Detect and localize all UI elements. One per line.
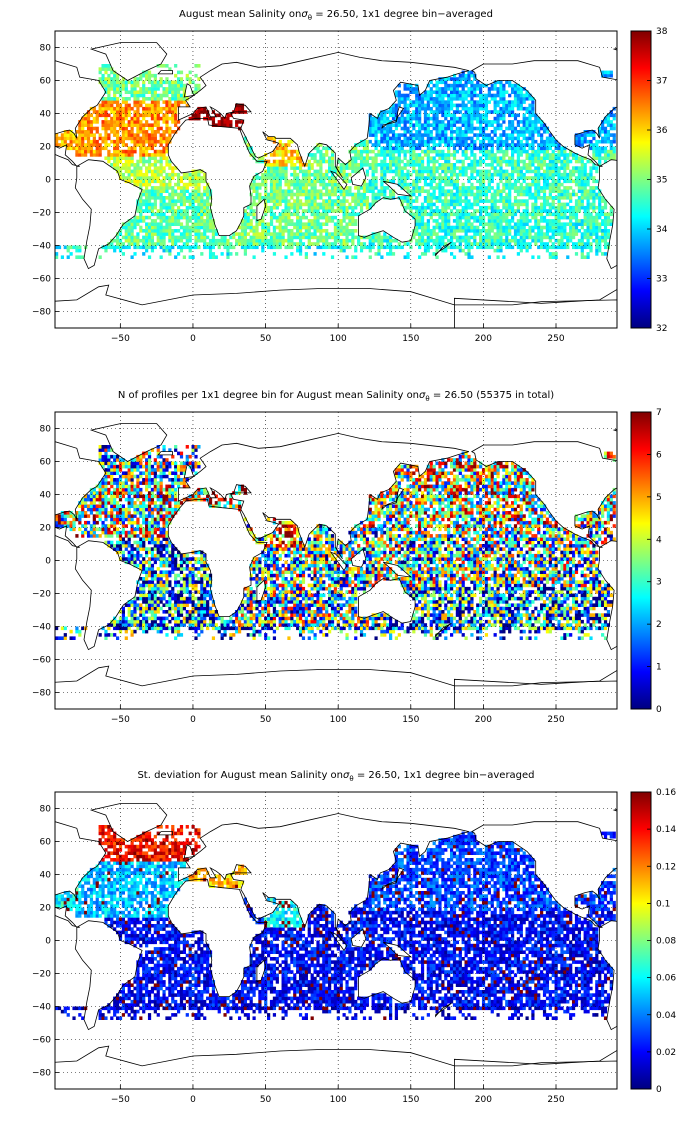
data-cells (55, 825, 616, 1020)
y-tick-label: −60 (32, 1036, 51, 1046)
colorbar-tick-label: 34 (656, 225, 668, 235)
colorbar-tick-label: 7 (656, 408, 662, 418)
x-tick-label: 150 (402, 334, 419, 344)
coastlines (55, 803, 617, 1089)
x-tick-label: 100 (330, 334, 347, 344)
x-tick-label: 0 (190, 1095, 196, 1105)
colorbar-tick-label: 0.14 (656, 825, 676, 835)
y-tick-label: 80 (40, 44, 52, 54)
y-tick-label: −80 (32, 689, 51, 699)
colorbar-tick-label: 1 (656, 663, 662, 673)
y-tick-label: −40 (32, 623, 51, 633)
data-cells (55, 445, 616, 640)
x-tick-label: 50 (260, 334, 272, 344)
y-tick-label: −40 (32, 1003, 51, 1013)
data-cells (55, 64, 616, 259)
colorbar-tick-label: 0.06 (656, 974, 676, 984)
x-tick-label: 250 (547, 334, 564, 344)
colorbar-tick-label: 0.08 (656, 937, 676, 947)
colorbar-tick-label: 0 (656, 1085, 662, 1095)
colorbar-tick-label: 3 (656, 578, 662, 588)
colorbar-tick-label: 33 (656, 275, 667, 285)
colorbar (630, 411, 652, 710)
y-tick-label: −20 (32, 209, 51, 219)
chart-title: N of profiles per 1x1 degree bin for Aug… (118, 390, 554, 403)
colorbar-tick-label: 0.02 (656, 1048, 676, 1058)
colorbar-tick-label: 35 (656, 176, 667, 186)
y-tick-label: 0 (45, 937, 51, 947)
plot-frame (54, 30, 618, 329)
x-tick-label: −50 (111, 334, 130, 344)
colorbar-tick-label: 0 (656, 705, 662, 715)
y-tick-label: 20 (40, 524, 52, 534)
y-tick-label: 0 (45, 176, 51, 186)
x-tick-label: 200 (475, 715, 492, 725)
colorbar-tick-label: 36 (656, 126, 668, 136)
x-tick-label: 150 (402, 1095, 419, 1105)
plot-frame (54, 791, 618, 1090)
coastlines (55, 42, 617, 328)
y-tick-label: −20 (32, 970, 51, 980)
colorbar-tick-label: 32 (656, 324, 667, 334)
x-tick-label: 0 (190, 715, 196, 725)
x-tick-label: 200 (475, 334, 492, 344)
y-tick-label: −80 (32, 1069, 51, 1079)
grid (55, 412, 617, 709)
colorbar-tick-label: 5 (656, 493, 662, 503)
colorbar-tick-label: 38 (656, 27, 668, 37)
y-tick-label: −60 (32, 656, 51, 666)
colorbar-tick-label: 6 (656, 450, 662, 460)
x-tick-label: 50 (260, 1095, 272, 1105)
y-tick-label: 80 (40, 805, 52, 815)
y-tick-label: 60 (40, 458, 52, 468)
y-tick-label: 60 (40, 838, 52, 848)
y-tick-label: 40 (40, 491, 52, 501)
x-tick-label: 50 (260, 715, 272, 725)
y-tick-label: 40 (40, 871, 52, 881)
y-tick-label: 0 (45, 557, 51, 567)
chart-title: August mean Salinity onσθ = 26.50, 1x1 d… (179, 9, 493, 22)
y-tick-label: 20 (40, 904, 52, 914)
x-tick-label: 100 (330, 715, 347, 725)
colorbar-tick-label: 0.12 (656, 862, 676, 872)
x-tick-label: 0 (190, 334, 196, 344)
y-tick-label: −40 (32, 242, 51, 252)
x-tick-label: 250 (547, 715, 564, 725)
grid (55, 31, 617, 328)
panel-3: St. deviation for August mean Salinity o… (32, 770, 676, 1105)
x-tick-label: 100 (330, 1095, 347, 1105)
colorbar-tick-label: 2 (656, 620, 662, 630)
x-tick-label: 250 (547, 1095, 564, 1105)
colorbar-tick-label: 0.04 (656, 1011, 676, 1021)
y-tick-label: −60 (32, 275, 51, 285)
coastlines (55, 423, 617, 709)
x-tick-label: 200 (475, 1095, 492, 1105)
plot-frame (54, 411, 618, 710)
panel-1: August mean Salinity onσθ = 26.50, 1x1 d… (32, 9, 668, 344)
x-tick-label: −50 (111, 1095, 130, 1105)
y-tick-label: 20 (40, 143, 52, 153)
y-tick-label: −20 (32, 590, 51, 600)
x-tick-label: −50 (111, 715, 130, 725)
chart-title: St. deviation for August mean Salinity o… (137, 770, 534, 783)
y-tick-label: 60 (40, 77, 52, 87)
x-tick-label: 150 (402, 715, 419, 725)
colorbar-tick-label: 37 (656, 77, 667, 87)
y-tick-label: −80 (32, 308, 51, 318)
grid (55, 792, 617, 1089)
y-tick-label: 80 (40, 425, 52, 435)
y-tick-label: 40 (40, 110, 52, 120)
panel-2: N of profiles per 1x1 degree bin for Aug… (32, 390, 662, 725)
colorbar-tick-label: 0.16 (656, 788, 676, 798)
colorbar-tick-label: 4 (656, 535, 662, 545)
colorbar-tick-label: 0.1 (656, 899, 670, 909)
